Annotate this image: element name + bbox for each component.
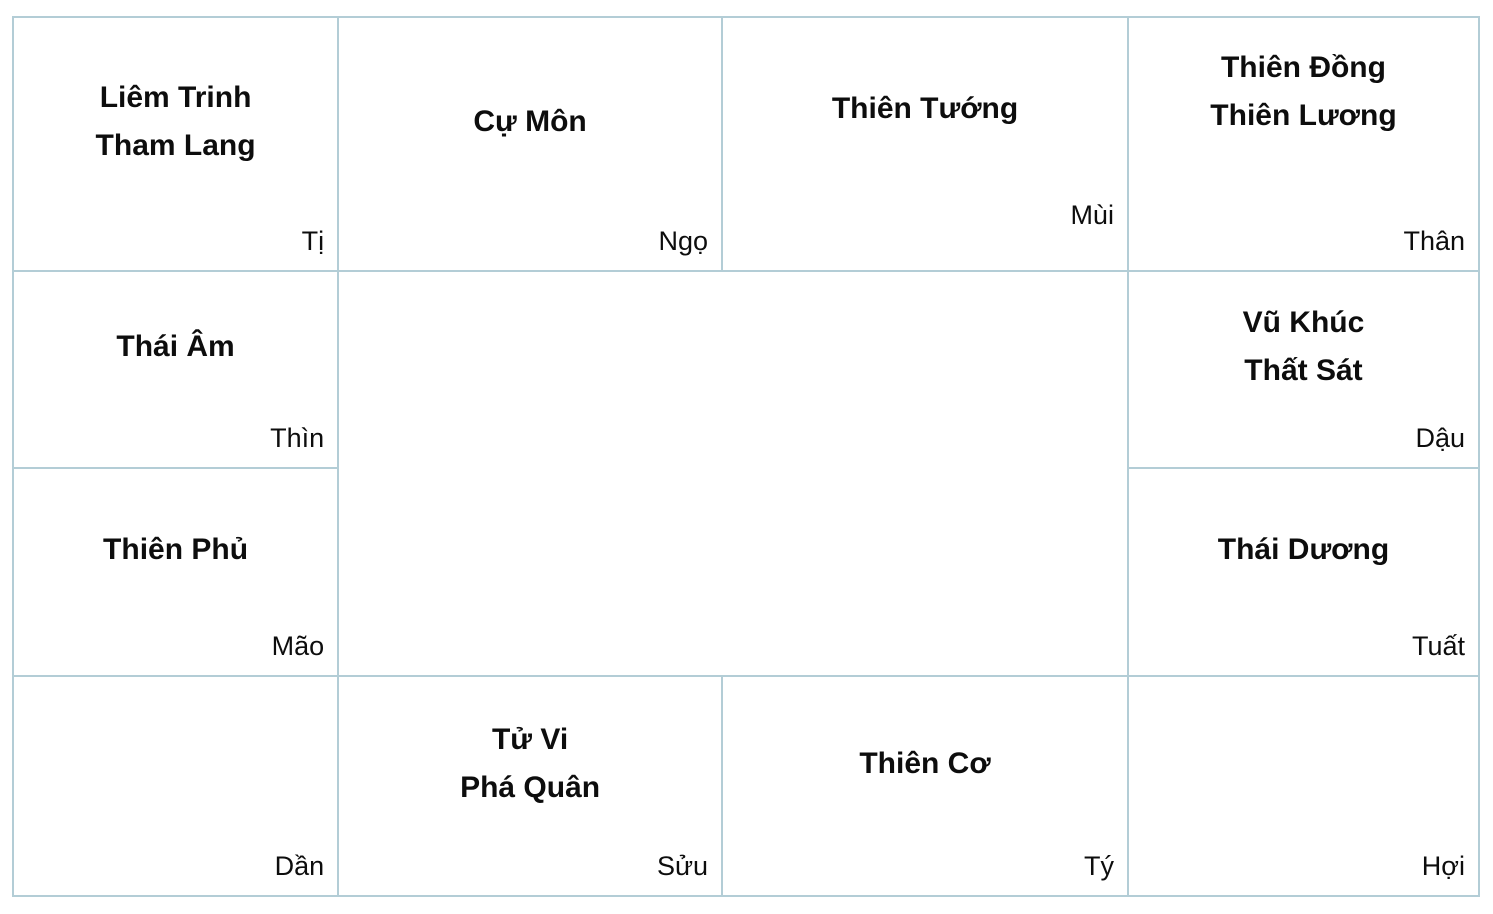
star-name: Tham Lang (95, 128, 256, 162)
tu-vi-chart-grid: Liêm Trinh Tham Lang Tị Cự Môn Ngọ Thiên… (12, 16, 1480, 897)
branch-label: Tị (301, 225, 325, 256)
star-names: Thiên Đồng Thiên Lương (1129, 18, 1478, 226)
star-names: Liêm Trinh Tham Lang (14, 18, 337, 226)
palace-cell-mao: Thiên Phủ Mão (14, 468, 340, 677)
branch-label: Mùi (1070, 199, 1114, 230)
star-names: Cự Môn (339, 18, 721, 226)
palace-cell-ngo: Cự Môn Ngọ (339, 18, 724, 272)
star-names: Thiên Cơ (723, 677, 1127, 851)
palace-cell-ty: Thiên Cơ Tý (723, 676, 1129, 895)
palace-cell-dau: Vũ Khúc Thất Sát Dậu (1128, 272, 1478, 469)
branch-label: Sửu (656, 850, 709, 881)
branch-label: Tý (1083, 850, 1114, 881)
star-name: Thất Sát (1244, 354, 1363, 388)
palace-cell-thin: Thái Âm Thìn (14, 271, 340, 469)
palace-cell-suu: Tử Vi Phá Quân Sửu (339, 676, 724, 895)
palace-cell-ti: Liêm Trinh Tham Lang Tị (14, 18, 340, 272)
star-name: Thiên Tướng (831, 91, 1019, 125)
branch-label: Thìn (270, 422, 325, 453)
branch-label: Ngọ (658, 225, 709, 256)
star-names (1129, 677, 1478, 851)
star-names: Thiên Phủ (14, 469, 337, 631)
star-name: Thiên Phủ (103, 532, 249, 566)
star-name: Vũ Khúc (1242, 306, 1365, 340)
branch-label: Dần (274, 850, 325, 881)
star-names (14, 677, 337, 851)
star-name: Thái Âm (116, 330, 235, 364)
star-names: Thiên Tướng (723, 18, 1127, 200)
star-name: Thái Dương (1217, 532, 1390, 566)
star-names: Vũ Khúc Thất Sát (1129, 272, 1478, 423)
star-name: Cự Môn (473, 104, 587, 138)
palace-cell-hoi: Hợi (1129, 677, 1478, 895)
star-name: Phá Quân (460, 770, 601, 804)
branch-label: Thân (1403, 225, 1465, 256)
star-name: Liêm Trinh (99, 80, 252, 114)
palace-cell-dan: Dần (14, 676, 340, 895)
star-names: Thái Dương (1129, 469, 1478, 631)
star-name: Thiên Cơ (859, 746, 991, 780)
center-empty-area (339, 271, 1129, 677)
branch-label: Hợi (1421, 850, 1465, 881)
star-names: Thái Âm (14, 272, 337, 423)
star-names: Tử Vi Phá Quân (339, 677, 721, 851)
branch-label: Mão (271, 630, 325, 661)
palace-cell-tuat: Thái Dương Tuất (1128, 469, 1478, 677)
branch-label: Tuất (1411, 630, 1465, 661)
palace-cell-than: Thiên Đồng Thiên Lương Thân (1128, 18, 1478, 272)
palace-cell-mui: Thiên Tướng Mùi (723, 18, 1129, 272)
star-name: Thiên Lương (1210, 99, 1397, 132)
star-name: Tử Vi (491, 722, 569, 756)
branch-label: Dậu (1415, 422, 1465, 453)
star-name: Thiên Đồng (1220, 51, 1386, 84)
